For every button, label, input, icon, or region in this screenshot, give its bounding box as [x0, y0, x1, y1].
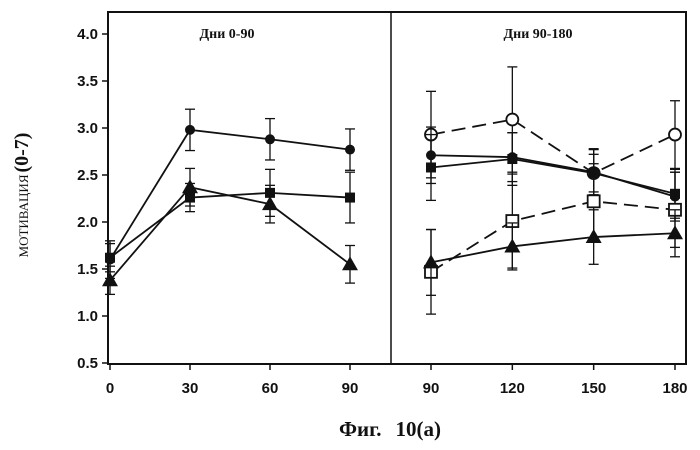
figure-caption: Фиг. 10(a)	[339, 417, 441, 441]
y-tick-label: 0.5	[77, 355, 98, 372]
y-tick-label: 1.0	[77, 308, 98, 325]
data-point	[105, 253, 115, 263]
series-line	[431, 155, 675, 196]
y-tick-label: 3.0	[77, 120, 98, 137]
series-layer	[102, 67, 683, 314]
series-0-1	[105, 169, 355, 271]
data-point	[507, 154, 517, 164]
y-axis-label-text: МОТИВАЦИЯ	[16, 174, 31, 257]
series-1-4	[423, 210, 683, 296]
data-point	[506, 114, 518, 126]
panel-title-left: Дни 0-90	[200, 27, 255, 42]
y-tick-label: 3.5	[77, 73, 98, 90]
data-point	[185, 125, 195, 135]
x-tick-label: 120	[500, 380, 525, 397]
x-tick-label: 90	[342, 380, 359, 397]
data-point	[667, 225, 683, 239]
x-tick-label: 0	[106, 380, 114, 397]
figure-caption-number: 10(a)	[396, 417, 442, 441]
series-line	[431, 201, 675, 272]
x-tick-label: 30	[182, 380, 199, 397]
x-tick-label: 150	[581, 380, 606, 397]
y-tick-label: 1.5	[77, 261, 98, 278]
y-tick-label: 4.0	[77, 26, 98, 43]
y-tick-label: 2.0	[77, 214, 98, 231]
x-tick-label: 180	[662, 380, 687, 397]
data-point	[345, 145, 355, 155]
data-point	[265, 134, 275, 144]
series-line	[431, 233, 675, 262]
y-axis: 0.5 1.0 1.5 2.0 2.5 3.0 3.5 4.0	[77, 26, 108, 372]
data-point	[345, 193, 355, 203]
data-point	[588, 195, 600, 207]
data-point	[669, 129, 681, 141]
series-0-2	[102, 168, 358, 294]
figure-caption-prefix: Фиг.	[339, 417, 382, 441]
data-point	[426, 162, 436, 172]
x-tick-label: 60	[262, 380, 279, 397]
panel-title-right: Дни 90-180	[504, 27, 573, 42]
data-point	[342, 256, 358, 270]
y-axis-label: МОТИВАЦИЯ(0-7)	[11, 133, 33, 258]
series-1-0	[425, 67, 681, 192]
x-tick-label: 90	[423, 380, 440, 397]
series-0-0	[105, 109, 355, 278]
data-point	[182, 179, 198, 193]
series-1-1	[426, 127, 680, 221]
y-axis-label-range: (0-7)	[11, 133, 33, 173]
x-axis: 0 30 60 90 90 120 150 180	[106, 364, 688, 397]
y-tick-label: 2.5	[77, 167, 98, 184]
